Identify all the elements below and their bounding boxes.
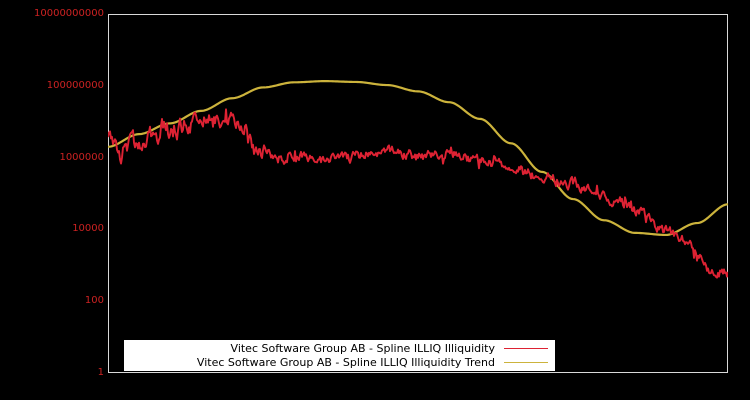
legend-entry: Vitec Software Group AB - Spline ILLIQ I… (125, 356, 554, 370)
series-line-illiquidity (108, 108, 728, 279)
y-axis-tick-label: 100000000 (46, 79, 104, 91)
legend-entry: Vitec Software Group AB - Spline ILLIQ I… (125, 342, 554, 356)
chart-plot (108, 80, 728, 279)
legend-label: Vitec Software Group AB - Spline ILLIQ I… (230, 342, 495, 355)
series-line-trend (108, 80, 728, 237)
y-axis-tick-label: 10000 (72, 223, 104, 235)
y-axis-tick-label: 1000000 (59, 151, 104, 163)
y-axis-tick-label: 100 (84, 295, 104, 307)
y-axis-tick-label: 1 (97, 367, 104, 378)
chart-legend: Vitec Software Group AB - Spline ILLIQ I… (124, 340, 555, 371)
y-axis-tick-label: 10000000000 (34, 8, 104, 19)
plot-area-frame (108, 14, 728, 373)
legend-color-swatch (504, 348, 548, 349)
legend-color-swatch (504, 362, 548, 363)
legend-label: Vitec Software Group AB - Spline ILLIQ I… (196, 356, 495, 369)
